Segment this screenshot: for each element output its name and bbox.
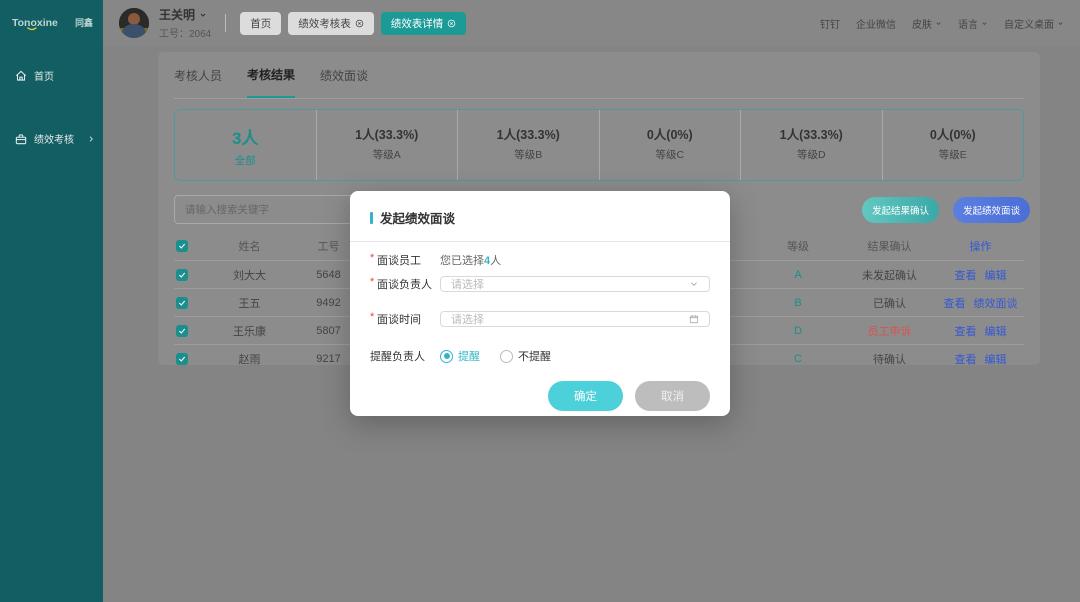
- svg-text:Tonoxine: Tonoxine: [12, 17, 58, 29]
- svg-text:同鑫: 同鑫: [75, 17, 93, 28]
